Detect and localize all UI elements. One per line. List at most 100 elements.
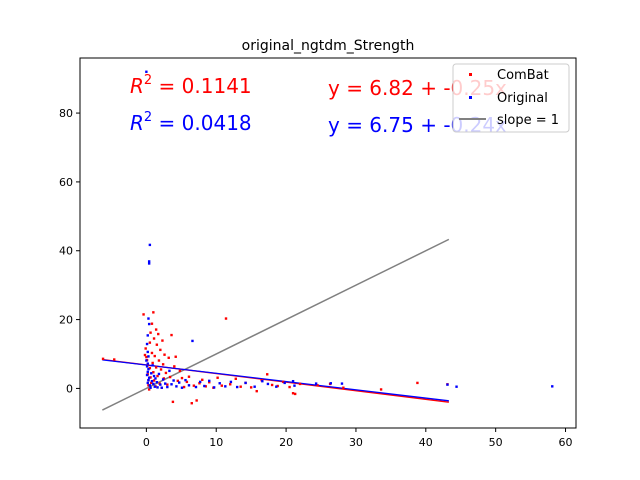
combat-point (168, 375, 172, 379)
original-point (172, 379, 175, 382)
combat-point (154, 366, 158, 369)
combat-point (266, 373, 269, 376)
combat-point (293, 392, 297, 396)
combat-point (170, 333, 173, 337)
original-point (145, 359, 148, 362)
combat-point (187, 375, 191, 378)
combat-point (163, 353, 166, 356)
original-point (203, 384, 206, 388)
combat-point (195, 399, 198, 402)
x-tick-label: 50 (489, 436, 503, 449)
combat-point (152, 311, 155, 314)
combat-point (150, 351, 154, 355)
legend-marker-original (469, 96, 472, 99)
combat-point (157, 332, 160, 336)
combat-point (216, 376, 219, 379)
combat-point (154, 328, 158, 331)
combat-point (270, 383, 274, 387)
chart-title: original_ngtdm_Strength (242, 38, 415, 54)
original-point (156, 386, 159, 389)
original-point (180, 386, 184, 389)
original-point (229, 380, 233, 384)
combat-point (149, 376, 152, 379)
original-point (253, 385, 256, 388)
original-point (187, 384, 191, 387)
combat-point (113, 358, 116, 361)
combat-point (152, 379, 156, 382)
original-point (175, 385, 178, 388)
combat-point (316, 384, 319, 387)
combat-point (167, 356, 170, 359)
original-point (145, 342, 149, 346)
combat-point (190, 402, 193, 405)
y-tick-label: 80 (59, 107, 73, 120)
original-point (157, 372, 161, 376)
original-fit-line (102, 359, 449, 402)
x-tick-label: 60 (559, 436, 573, 449)
combat-point (155, 343, 159, 346)
y-axis: 0 20 40 60 80 (59, 107, 80, 395)
original-point (146, 370, 149, 374)
combat-point (161, 363, 165, 366)
combat-point (151, 361, 154, 365)
combat-point (150, 381, 153, 385)
original-point (147, 317, 150, 320)
legend-box (452, 63, 570, 133)
combat-point (150, 322, 154, 325)
original-point (178, 381, 181, 384)
combat-point (174, 355, 177, 358)
original-point (194, 385, 198, 389)
original-point (455, 385, 458, 388)
r2-original-annotation: R2 = 0.0418 (130, 110, 252, 135)
original-point (150, 379, 154, 383)
original-point (164, 382, 167, 385)
combat-point (148, 341, 152, 344)
original-point (152, 382, 155, 386)
combat-point (180, 376, 184, 380)
combat-point (249, 386, 253, 389)
combat-point (229, 383, 232, 386)
original-point (146, 362, 149, 365)
combat-point (342, 386, 345, 389)
original-point (166, 385, 169, 389)
combat-point (182, 385, 186, 389)
legend-label-combat: ComBat (497, 68, 549, 83)
original-point (446, 383, 449, 386)
combat-point (149, 331, 152, 334)
original-point (148, 243, 152, 247)
slope-1-line (102, 238, 450, 411)
original-point (147, 355, 150, 358)
combat-point (192, 384, 196, 387)
lines-layer (102, 238, 450, 411)
original-point (154, 377, 157, 380)
original-point (161, 378, 165, 381)
combat-point (298, 382, 302, 386)
original-point (212, 386, 216, 389)
combat-point (142, 313, 145, 316)
combat-point (145, 355, 148, 359)
combat-point (143, 353, 147, 357)
combat-point (239, 385, 242, 388)
original-point (147, 367, 150, 371)
legend-label-slope: slope = 1 (497, 113, 559, 128)
combat-point (152, 371, 155, 374)
combat-point (161, 339, 164, 342)
original-point (314, 382, 318, 385)
original-point (198, 380, 202, 384)
original-point (159, 383, 162, 386)
original-point (244, 381, 247, 385)
combat-point (234, 377, 237, 380)
combat-point (147, 388, 151, 391)
combat-point (201, 378, 204, 382)
combat-point (171, 400, 175, 404)
combat-point (291, 392, 295, 395)
legend: ComBat Original slope = 1 (452, 63, 570, 133)
y-tick-label: 60 (59, 176, 73, 189)
original-point (150, 372, 153, 375)
original-point (551, 385, 554, 388)
original-point (329, 382, 332, 385)
original-point (184, 378, 187, 382)
combat-point (185, 380, 189, 384)
original-point (191, 339, 194, 343)
original-point (153, 385, 156, 388)
